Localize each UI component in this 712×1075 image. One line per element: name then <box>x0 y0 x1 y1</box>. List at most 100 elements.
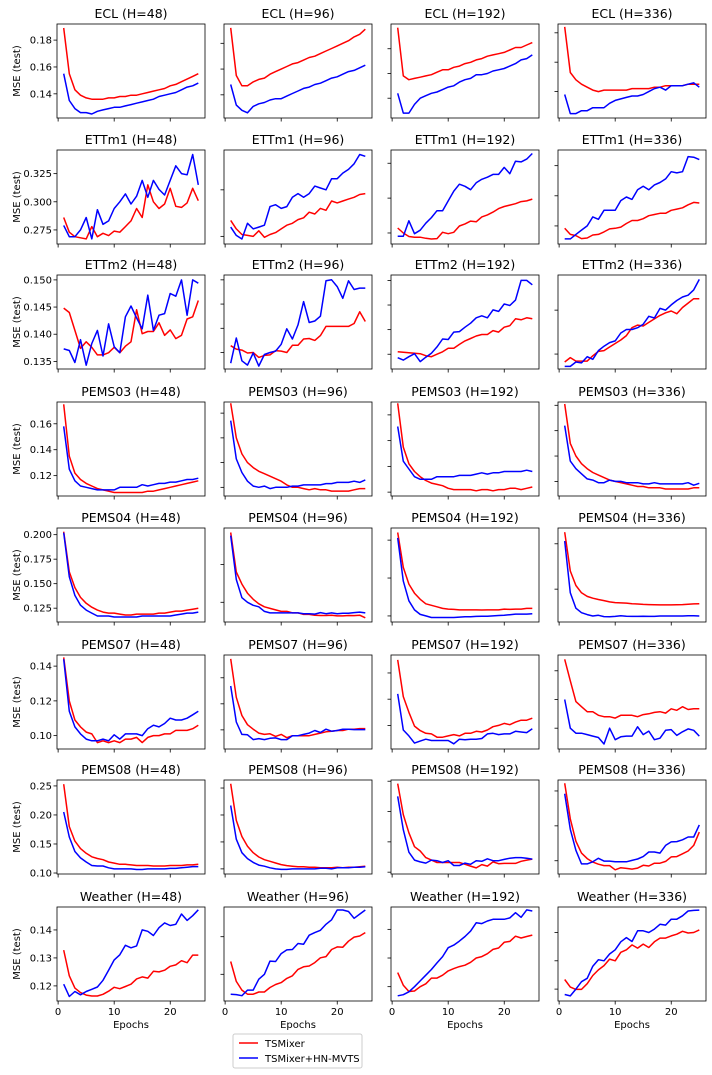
series-line-hn-mvts <box>62 659 199 742</box>
subplot-title: PEMS08 (H=192) <box>411 762 519 777</box>
y-axis-label: MSE (test) <box>12 801 23 853</box>
legend: TSMixer TSMixer+HN-MVTS <box>232 1033 363 1069</box>
series-line-tsmixer <box>396 27 533 81</box>
subplot: Weather (H=96) 0 10 20 Epochs <box>220 889 373 1031</box>
axes-frame <box>557 274 707 370</box>
series-line-tsmixer <box>62 404 199 494</box>
subplot: PEMS03 (H=48) 0.12 0.14 0.16 MSE (test) <box>12 384 206 500</box>
axes-frame <box>56 527 206 623</box>
y-tick-label: 0.325 <box>23 169 52 180</box>
subplot-title: ETTm1 (H=96) <box>252 132 345 147</box>
subplot: PEMS07 (H=48) 0.10 0.12 0.14 MSE (test) <box>12 637 206 753</box>
axes-frame <box>56 401 206 497</box>
axes-frame <box>223 274 373 370</box>
axes-frame <box>557 654 707 750</box>
series-line-tsmixer <box>563 403 700 490</box>
subplot: ETTm1 (H=336) <box>554 132 707 248</box>
subplot: ECL (H=192) <box>387 6 540 122</box>
subplot: PEMS08 (H=96) <box>220 762 373 878</box>
series-line-tsmixer <box>229 931 366 995</box>
series-line-tsmixer <box>62 784 199 867</box>
axes-frame <box>557 149 707 245</box>
subplot-title: ETTm2 (H=48) <box>85 257 178 272</box>
series-line-tsmixer <box>564 297 700 363</box>
y-axis-label: MSE (test) <box>12 45 23 97</box>
subplot-title: ECL (H=48) <box>94 6 167 21</box>
series-line-tsmixer <box>397 934 533 993</box>
series-line-hn-mvts <box>397 152 533 238</box>
series-line-tsmixer <box>230 311 366 359</box>
subplot-title: PEMS04 (H=192) <box>411 510 519 525</box>
axes-frame <box>223 527 373 623</box>
y-tick-label: 0.25 <box>30 781 52 792</box>
subplot-title: ECL (H=336) <box>591 6 672 21</box>
legend-label-hn-mvts: TSMixer+HN-MVTS <box>264 1054 360 1065</box>
series-line-hn-mvts <box>62 811 199 871</box>
axes-frame <box>56 779 206 875</box>
series-line-hn-mvts <box>564 279 700 368</box>
subplot-title: ETTm2 (H=336) <box>582 257 683 272</box>
x-tick-label: 10 <box>108 1007 121 1018</box>
subplot-title: ETTm1 (H=336) <box>582 132 683 147</box>
axes-frame <box>390 906 540 1002</box>
series-line-hn-mvts <box>563 82 700 115</box>
subplot: PEMS03 (H=336) <box>554 384 707 500</box>
series-line-tsmixer <box>62 657 199 744</box>
series-line-tsmixer <box>229 658 366 739</box>
axes-frame <box>390 401 540 497</box>
x-tick-label: 20 <box>164 1007 177 1018</box>
x-axis-label: Epochs <box>614 1020 650 1031</box>
axes-frame <box>56 149 206 245</box>
series-line-tsmixer <box>62 27 199 100</box>
subplot-title: ETTm1 (H=192) <box>415 132 516 147</box>
subplot-title: PEMS03 (H=336) <box>578 384 686 399</box>
y-tick-label: 0.10 <box>30 731 52 742</box>
series-line-tsmixer <box>63 300 200 356</box>
series-line-hn-mvts <box>62 426 199 491</box>
x-tick-label: 10 <box>609 1007 622 1018</box>
y-tick-label: 0.150 <box>23 275 52 286</box>
subplot-title: PEMS03 (H=48) <box>81 384 181 399</box>
y-axis-label: MSE (test) <box>12 928 23 980</box>
series-line-hn-mvts <box>397 909 533 997</box>
x-tick-label: 10 <box>442 1007 455 1018</box>
axes-frame <box>56 274 206 370</box>
y-axis-label: MSE (test) <box>12 171 23 223</box>
series-line-tsmixer <box>563 532 700 606</box>
y-axis-label: MSE (test) <box>12 549 23 601</box>
y-tick-label: 0.200 <box>23 530 52 541</box>
series-line-hn-mvts <box>396 693 533 745</box>
axes-frame <box>390 779 540 875</box>
y-axis-label: MSE (test) <box>12 423 23 475</box>
subplot-title: PEMS07 (H=336) <box>578 637 686 652</box>
subplot-title: ETTm2 (H=96) <box>252 257 345 272</box>
y-axis-label: MSE (test) <box>12 676 23 728</box>
axes-frame <box>223 906 373 1002</box>
subplot-title: Weather (H=336) <box>577 889 687 904</box>
subplot-title: ECL (H=192) <box>424 6 505 21</box>
subplot: PEMS07 (H=336) <box>554 637 707 753</box>
series-line-hn-mvts <box>230 909 366 997</box>
series-line-hn-mvts <box>230 153 366 240</box>
subplot-title: ECL (H=96) <box>261 6 334 21</box>
y-tick-label: 0.14 <box>30 925 52 936</box>
subplot: ECL (H=336) <box>554 6 707 122</box>
x-tick-label: 20 <box>665 1007 678 1018</box>
subplot-title: ETTm2 (H=192) <box>415 257 516 272</box>
legend-frame <box>232 1033 363 1069</box>
series-line-tsmixer <box>397 198 533 240</box>
y-tick-label: 0.135 <box>23 357 52 368</box>
y-tick-label: 0.300 <box>23 197 52 208</box>
series-line-tsmixer <box>230 192 366 239</box>
series-line-hn-mvts <box>229 279 366 367</box>
series-line-hn-mvts <box>563 699 700 745</box>
subplot: Weather (H=48) 0 10 20 0.12 0.13 0.14 MSE (test… <box>12 889 206 1031</box>
axes-frame <box>56 654 206 750</box>
subplot-grid: ECL (H=48) 0.14 0.16 0.18 MSE (test) ECL (H=9… <box>12 6 707 1031</box>
axes-frame <box>223 401 373 497</box>
axes-frame <box>557 23 707 119</box>
subplot-title: PEMS03 (H=192) <box>411 384 519 399</box>
